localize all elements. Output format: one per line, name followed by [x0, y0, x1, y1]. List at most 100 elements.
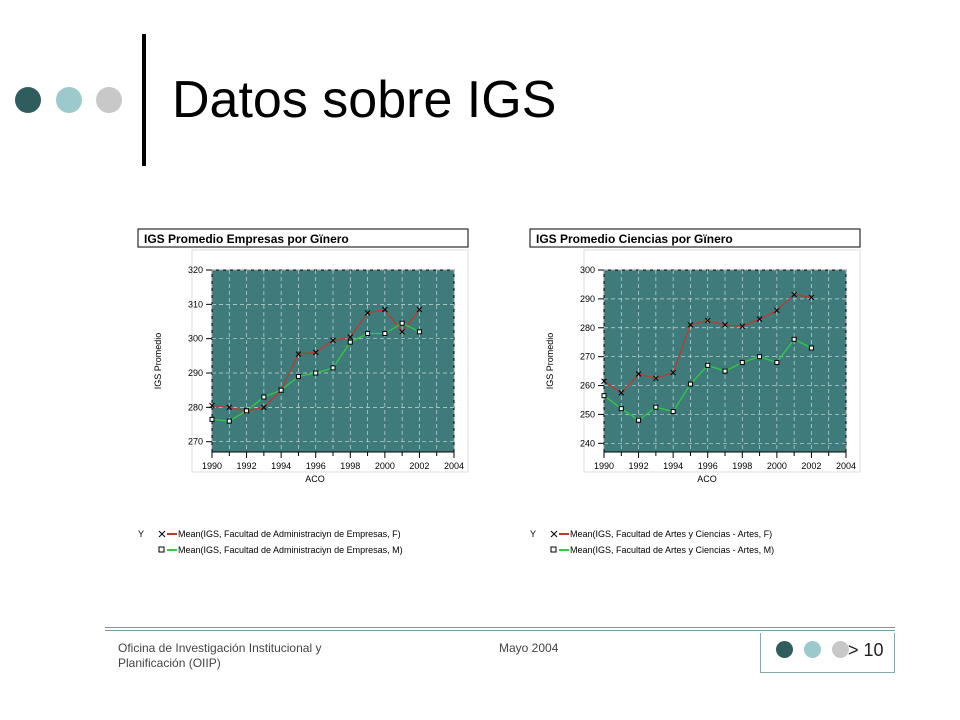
x-marker	[808, 294, 815, 301]
x-tick-label: 2000	[767, 461, 787, 471]
legend-label: Mean(IGS, Facultad de Administraciyn de …	[178, 529, 401, 539]
page-number: > 10	[848, 640, 884, 660]
data-point-f	[687, 322, 694, 328]
data-point-f	[756, 316, 763, 322]
x-marker	[687, 322, 694, 328]
x-marker	[739, 323, 746, 330]
x-tick-label: 1992	[629, 461, 649, 471]
chart-ciencias: IGS Promedio Ciencias por Gїnero 240 250 26…	[522, 222, 872, 562]
y-axis-label: IGS Promedio	[545, 333, 555, 390]
legend-label: Mean(IGS, Facultad de Administraciyn de …	[178, 545, 403, 555]
data-point-m	[739, 359, 745, 365]
x-marker	[416, 306, 423, 313]
x-axis-label: ACO	[697, 474, 717, 484]
light-dot-icon	[56, 87, 82, 113]
y-tick-label: 260	[580, 381, 595, 391]
data-point-m	[808, 345, 814, 351]
footer-organization: Oficina de Investigación Institucional y…	[118, 641, 322, 670]
x-tick-label: 1998	[732, 461, 752, 471]
footer-page-box	[760, 633, 895, 673]
data-point-f	[653, 375, 659, 382]
x-tick-label: 1998	[340, 461, 360, 471]
data-point-f	[739, 323, 746, 330]
x-marker	[756, 316, 763, 322]
data-point-f	[364, 310, 371, 316]
x-marker	[618, 389, 625, 396]
y-tick-label: 300	[580, 265, 595, 275]
data-point-m	[601, 393, 607, 399]
chart-empresas: IGS Promedio Empresas por Gїnero 270 280 29…	[130, 222, 480, 562]
data-point-f	[347, 334, 354, 340]
footer-gray-dot-icon	[832, 641, 849, 658]
data-point-m	[347, 339, 353, 345]
y-tick-label: 280	[188, 402, 203, 412]
x-marker	[774, 307, 780, 314]
x-marker	[791, 291, 797, 298]
y-tick-label: 270	[580, 352, 595, 362]
x-tick-label: 1990	[594, 461, 614, 471]
y-tick-label: 290	[188, 368, 203, 378]
data-point-m	[670, 409, 676, 415]
footer-rule	[105, 627, 895, 633]
x-marker	[601, 378, 607, 385]
data-point-f	[791, 291, 797, 298]
data-point-m	[653, 404, 659, 410]
data-point-m	[295, 373, 301, 379]
y-tick-label: 300	[188, 334, 203, 344]
data-point-m	[244, 408, 250, 414]
data-point-m	[313, 370, 319, 376]
data-point-f	[261, 404, 267, 411]
dark-dot-icon	[15, 87, 41, 113]
gray-dot-icon	[96, 87, 122, 113]
x-tick-label: 2004	[444, 461, 464, 471]
data-point-m	[757, 354, 763, 360]
x-marker	[722, 322, 728, 328]
footer-date: Mayo 2004	[499, 641, 559, 655]
legend-marker-square	[550, 546, 557, 553]
x-marker	[312, 349, 319, 356]
y-tick-label: 240	[580, 438, 595, 448]
x-marker	[382, 306, 388, 313]
y-tick-label: 280	[580, 323, 595, 333]
data-point-f	[416, 306, 423, 313]
x-tick-label: 2000	[375, 461, 395, 471]
x-axis-label: ACO	[305, 474, 325, 484]
legend-marker-square	[158, 546, 165, 553]
data-point-m	[722, 368, 728, 374]
data-point-m	[774, 359, 780, 365]
slide-title: Datos sobre IGS	[172, 71, 557, 129]
data-point-f	[601, 378, 607, 385]
data-point-m	[226, 418, 232, 424]
data-point-m	[399, 320, 405, 326]
chart-title: IGS Promedio Empresas por Gїnero	[144, 232, 349, 246]
x-tick-label: 2002	[409, 461, 429, 471]
x-marker	[330, 337, 336, 344]
y-tick-label: 320	[188, 265, 203, 275]
data-point-m	[687, 381, 693, 387]
data-point-m	[365, 331, 371, 337]
data-point-f	[330, 337, 336, 344]
footer-light-dot-icon	[804, 641, 821, 658]
x-tick-label: 1990	[202, 461, 222, 471]
chart-empresas-svg: IGS Promedio Empresas por Gїnero 270 280 29…	[137, 228, 469, 555]
x-marker	[295, 351, 302, 357]
legend-marker-x	[550, 530, 558, 538]
y-tick-label: 290	[580, 294, 595, 304]
chart-title: IGS Promedio Ciencias por Gїnero	[536, 232, 733, 246]
data-point-m	[261, 394, 267, 400]
y-tick-label: 270	[188, 437, 203, 447]
data-point-f	[635, 371, 642, 377]
data-point-f	[226, 404, 233, 411]
y-axis-label: IGS Promedio	[153, 333, 163, 390]
x-tick-label: 2004	[836, 461, 856, 471]
y-tick-label: 310	[188, 299, 203, 309]
data-point-m	[636, 417, 642, 423]
x-marker	[635, 371, 642, 377]
y-tick-label: 250	[580, 409, 595, 419]
x-marker	[670, 369, 676, 376]
legend-marker-x	[158, 530, 166, 538]
x-tick-label: 1994	[271, 461, 291, 471]
chart-title-box	[137, 228, 469, 248]
data-point-m	[618, 406, 624, 412]
data-point-f	[209, 402, 215, 409]
